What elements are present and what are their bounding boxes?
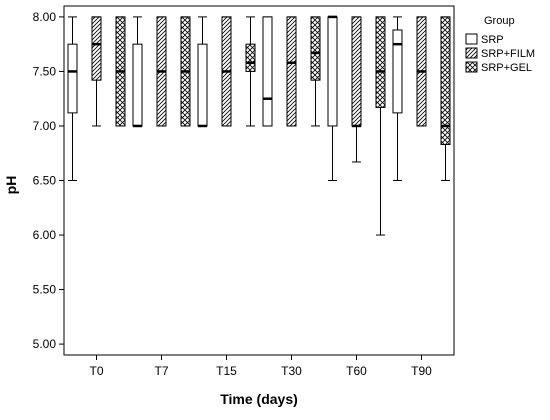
x-tick-label: T15 [216, 364, 237, 378]
y-tick-label: 6.00 [33, 228, 57, 242]
x-axis-title: Time (days) [220, 391, 298, 407]
box-iqr [440, 16, 451, 146]
box-iqr [245, 43, 256, 72]
y-tick-label: 5.00 [33, 337, 57, 351]
box-iqr [327, 16, 338, 127]
box-srp-gel [310, 16, 321, 127]
y-tick-label: 7.50 [33, 64, 57, 78]
y-axis-title: pH [3, 176, 19, 195]
box-srp [197, 16, 208, 128]
x-tick-label: T30 [281, 364, 302, 378]
y-tick-label: 5.50 [33, 283, 57, 297]
legend-label: SRP+GEL [481, 62, 532, 74]
box-srp-gel [180, 16, 191, 127]
box-iqr [262, 16, 273, 127]
legend-title: Group [484, 15, 515, 27]
box-srp-gel [440, 16, 451, 181]
legend-label: SRP+FILM [481, 48, 535, 60]
x-tick-label: T0 [89, 364, 103, 378]
box-series-group [67, 15, 451, 236]
box-srp-gel [245, 16, 256, 127]
box-iqr [375, 16, 386, 108]
box-iqr [132, 43, 143, 127]
box-srp [262, 16, 273, 127]
x-tick-label: T60 [346, 364, 367, 378]
box-iqr [91, 16, 102, 81]
plot-area [63, 5, 455, 356]
box-srp-film [221, 16, 232, 127]
box-iqr [197, 43, 208, 127]
y-axis: 5.00 5.50 6.00 6.50 7.00 7.50 8.00 [33, 10, 64, 351]
x-axis: T0 T7 T15 T30 T60 T90 [89, 355, 432, 378]
legend: Group SRP SRP+FILM SRP+GEL [465, 15, 535, 74]
legend-label: SRP [481, 34, 504, 46]
box-iqr [351, 16, 362, 127]
x-tick-label: T90 [411, 364, 432, 378]
box-iqr [310, 16, 321, 81]
box-srp [67, 16, 78, 181]
box-srp-gel [115, 16, 126, 127]
y-tick-label: 7.00 [33, 119, 57, 133]
y-tick-label: 8.00 [33, 10, 57, 24]
legend-swatch [465, 33, 478, 45]
box-srp [327, 15, 338, 181]
legend-swatch [465, 47, 478, 59]
x-tick-label: T7 [154, 364, 168, 378]
legend-swatch [465, 61, 478, 73]
box-srp [392, 16, 403, 181]
box-srp-film [156, 16, 167, 127]
box-srp-film [351, 16, 362, 163]
box-srp-film [286, 16, 297, 127]
box-srp-film [416, 16, 427, 127]
box-iqr [286, 16, 297, 127]
box-iqr [392, 29, 403, 114]
box-srp [132, 16, 143, 128]
y-tick-label: 6.50 [33, 174, 57, 188]
box-srp-film [91, 16, 102, 127]
box-iqr [67, 43, 78, 114]
box-srp-gel [375, 16, 386, 236]
